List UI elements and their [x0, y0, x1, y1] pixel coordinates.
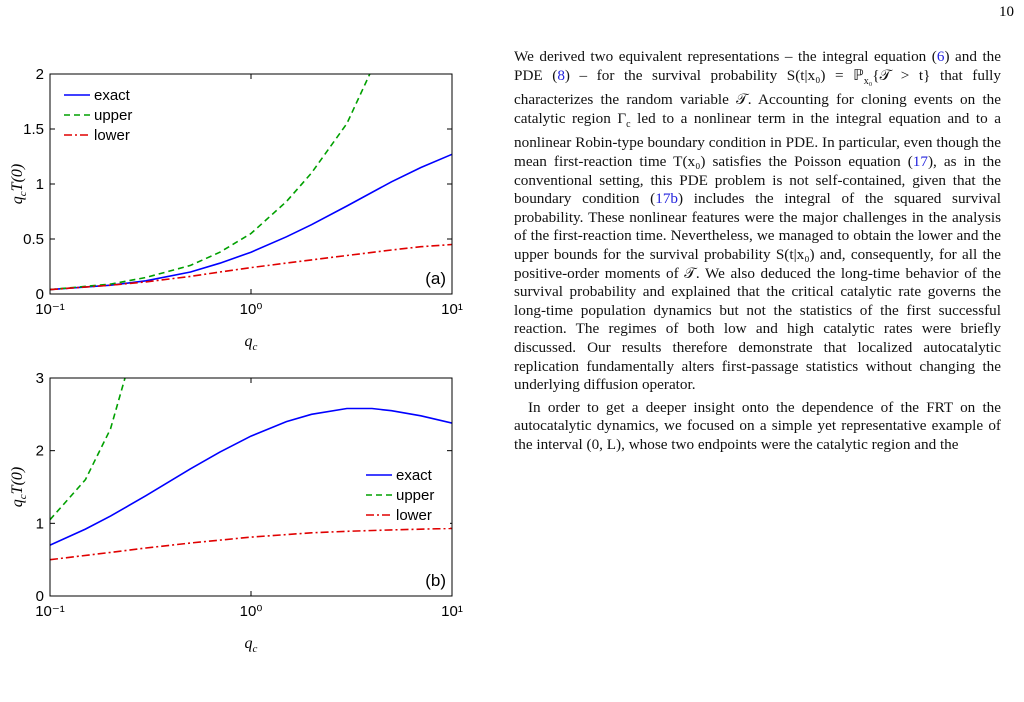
y-tick-label: 0.5 — [23, 231, 44, 248]
y-axis-label: qcT(0) — [9, 164, 29, 204]
y-tick-label: 3 — [36, 370, 44, 387]
series-line — [50, 527, 452, 561]
reference: 6 — [936, 48, 945, 65]
reference: 17 — [912, 153, 928, 171]
x-axis-label: qc — [245, 333, 258, 353]
y-axis-label-sub: c — [17, 191, 29, 196]
legend-label: upper — [396, 487, 434, 504]
y-tick-label: 1 — [36, 515, 44, 532]
page-number: 10 — [999, 4, 1014, 20]
text-run: ) includes the integral of the squared s… — [514, 190, 1001, 394]
text-run: In order to get a deeper insight onto th… — [514, 398, 1001, 453]
legend-label: lower — [396, 507, 432, 524]
paragraph: We derived two equivalent representation… — [514, 48, 1001, 395]
paragraph: In order to get a deeper insight onto th… — [514, 399, 1001, 455]
legend-label: upper — [94, 107, 132, 124]
panel-label: (a) — [425, 269, 446, 288]
x-axis-label-base: q — [245, 635, 253, 652]
series-line — [50, 243, 452, 291]
text-run: {𝒯 > t} that fully characterizes the ran… — [514, 66, 1001, 127]
legend-label: lower — [94, 127, 130, 144]
x-axis-label-sub: c — [253, 341, 258, 353]
y-tick-label: 0 — [36, 588, 44, 605]
series-line — [50, 378, 126, 521]
series-line — [50, 407, 452, 546]
series-line — [50, 74, 371, 291]
y-axis-label: qcT(0) — [9, 467, 29, 507]
reference: 17b — [655, 190, 678, 208]
text-run: We derived two equivalent representation… — [514, 48, 937, 65]
x-tick-label: 10⁻¹ — [35, 603, 65, 620]
plot-frame — [49, 377, 453, 597]
x-axis-label-base: q — [245, 333, 253, 350]
text-run: ) and the PDE ( — [514, 48, 1001, 84]
body-text: We derived two equivalent representation… — [514, 48, 1001, 459]
x-tick-label: 10¹ — [441, 301, 463, 318]
subscript: c — [626, 118, 631, 130]
x-axis-label: qc — [245, 635, 258, 655]
y-tick-label: 0 — [36, 286, 44, 303]
y-tick-label: 1 — [36, 176, 44, 193]
x-axis-label-sub: c — [253, 643, 258, 655]
legend-label: exact — [94, 87, 131, 104]
text-run: ) – for the survival probability S(t|x₀)… — [564, 66, 864, 84]
y-axis-label-rest: T(0) — [9, 467, 26, 495]
text-run: ), as in the conventional setting, this … — [514, 153, 1001, 208]
y-tick-label: 2 — [36, 443, 44, 460]
y-axis-label-base: q — [9, 499, 26, 507]
y-axis-label-rest: T(0) — [9, 164, 26, 192]
panel-label: (b) — [425, 571, 446, 590]
y-tick-label: 2 — [36, 66, 44, 83]
reference: 8 — [557, 66, 565, 84]
x-tick-label: 10⁰ — [240, 603, 263, 620]
y-tick-label: 1.5 — [23, 121, 44, 138]
y-axis-label-sub: c — [17, 494, 29, 499]
series-line — [50, 153, 452, 291]
x-tick-label: 10¹ — [441, 603, 463, 620]
plot-frame — [49, 73, 453, 295]
legend-label: exact — [396, 467, 433, 484]
x-tick-label: 10⁻¹ — [35, 301, 65, 318]
x-tick-label: 10⁰ — [240, 301, 263, 318]
subscript: x₀ — [863, 75, 873, 87]
text-run: led to a nonlinear term in the integral … — [514, 109, 1002, 171]
y-axis-label-base: q — [9, 196, 26, 204]
